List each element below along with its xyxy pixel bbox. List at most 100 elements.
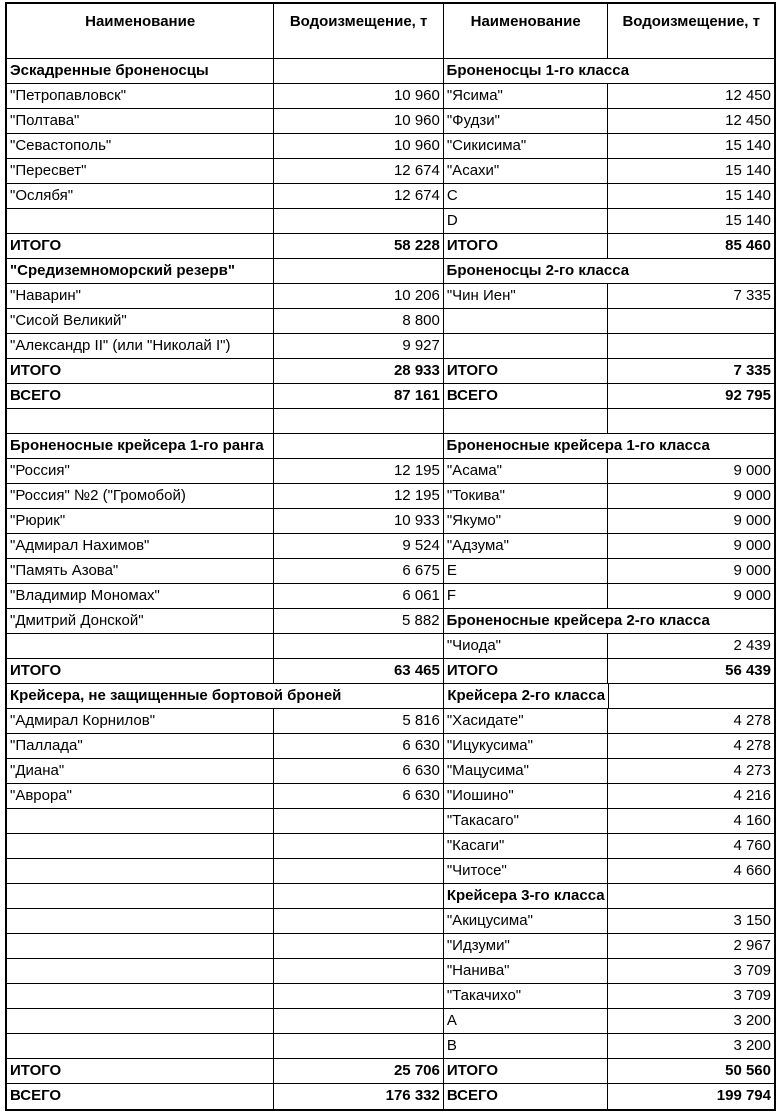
ship-name-left[interactable]: [7, 984, 275, 1008]
ship-name-right[interactable]: [444, 409, 609, 433]
displacement-left[interactable]: 8 800: [274, 309, 444, 333]
displacement-right[interactable]: 9 000: [733, 462, 771, 479]
displacement-right[interactable]: 50 560: [725, 1062, 771, 1079]
ship-name-right[interactable]: ВСЕГО: [444, 384, 609, 408]
displacement-left[interactable]: 10 960: [274, 109, 444, 133]
ship-name-left[interactable]: [7, 209, 275, 233]
displacement-left[interactable]: [274, 434, 444, 458]
ship-name-left[interactable]: "Петропавловск": [7, 84, 275, 108]
ship-name-left[interactable]: "Аврора": [7, 784, 275, 808]
displacement-right[interactable]: 12 450: [725, 112, 771, 129]
ship-name-left[interactable]: ИТОГО: [7, 1059, 275, 1083]
ship-name-left[interactable]: ИТОГО: [7, 234, 275, 258]
displacement-left[interactable]: 9 524: [274, 534, 444, 558]
ship-name-left[interactable]: "Полтава": [7, 109, 275, 133]
displacement-left[interactable]: 10 960: [274, 84, 444, 108]
displacement-right[interactable]: 92 795: [725, 387, 771, 404]
ship-name-right[interactable]: Крейсера 3-го класса: [444, 884, 609, 908]
ship-name-right[interactable]: ИТОГО: [444, 234, 609, 258]
displacement-right[interactable]: 7 335: [733, 362, 771, 379]
ship-name-left[interactable]: Броненосные крейсера 1-го ранга: [7, 434, 275, 458]
displacement-left[interactable]: 6 675: [274, 559, 444, 583]
displacement-left[interactable]: [274, 1009, 444, 1033]
displacement-left[interactable]: 6 061: [274, 584, 444, 608]
displacement-right[interactable]: 4 760: [733, 837, 771, 854]
displacement-right[interactable]: 3 709: [733, 987, 771, 1004]
displacement-left[interactable]: 5 882: [274, 609, 444, 633]
displacement-right[interactable]: 4 278: [733, 737, 771, 754]
ship-name-left[interactable]: [7, 909, 275, 933]
ship-name-left[interactable]: "Адмирал Корнилов": [7, 709, 275, 733]
displacement-left[interactable]: 12 674: [274, 159, 444, 183]
ship-name-left[interactable]: "Пересвет": [7, 159, 275, 183]
displacement-left[interactable]: 5 816: [274, 709, 444, 733]
displacement-right[interactable]: [609, 59, 774, 83]
ship-name-right[interactable]: ИТОГО: [444, 659, 609, 683]
displacement-left[interactable]: [274, 909, 444, 933]
ship-name-right[interactable]: "Асахи": [444, 159, 609, 183]
displacement-left[interactable]: 87 161: [274, 384, 444, 408]
displacement-left[interactable]: 10 206: [274, 284, 444, 308]
ship-name-left[interactable]: "Рюрик": [7, 509, 275, 533]
displacement-right[interactable]: 4 273: [733, 762, 771, 779]
ship-name-left[interactable]: Крейсера, не защищенные бортовой броней: [10, 687, 342, 704]
ship-name-left[interactable]: [7, 1034, 275, 1058]
ship-name-left[interactable]: [7, 834, 275, 858]
ship-name-left[interactable]: ИТОГО: [7, 659, 275, 683]
displacement-right[interactable]: 7 335: [733, 287, 771, 304]
ship-name-right[interactable]: "Ясима": [444, 84, 609, 108]
header-displacement-left[interactable]: Водоизмещение, т: [274, 4, 444, 58]
displacement-left[interactable]: 12 195: [274, 484, 444, 508]
displacement-right[interactable]: [608, 409, 774, 433]
displacement-left[interactable]: 12 195: [274, 459, 444, 483]
displacement-right[interactable]: 4 278: [733, 712, 771, 729]
ship-name-left[interactable]: "Память Азова": [7, 559, 275, 583]
ship-name-right[interactable]: "Адзума": [444, 534, 609, 558]
displacement-left[interactable]: 25 706: [274, 1059, 444, 1083]
displacement-right[interactable]: 3 150: [733, 912, 771, 929]
ship-name-left[interactable]: [7, 859, 275, 883]
ship-name-right[interactable]: E: [444, 559, 609, 583]
displacement-right[interactable]: 4 216: [733, 787, 771, 804]
ship-name-right[interactable]: "Читосе": [444, 859, 609, 883]
displacement-left[interactable]: [274, 959, 444, 983]
ship-name-right[interactable]: Броненосные крейсера 1-го класса: [446, 437, 710, 454]
ship-name-left[interactable]: ВСЕГО: [7, 384, 275, 408]
displacement-right[interactable]: 9 000: [733, 487, 771, 504]
ship-name-left[interactable]: "Александр II" (или "Николай I"): [7, 334, 275, 358]
header-displacement-right[interactable]: Водоизмещение, т: [622, 13, 760, 30]
ship-name-right[interactable]: "Нанива": [444, 959, 609, 983]
ship-name-right[interactable]: Броненосцы 1-го класса: [446, 62, 630, 79]
ship-name-right[interactable]: "Акицусима": [444, 909, 609, 933]
displacement-right[interactable]: [609, 259, 774, 283]
ship-name-left[interactable]: "Россия" №2 ("Громобой): [7, 484, 275, 508]
ship-name-right[interactable]: C: [444, 184, 609, 208]
ship-name-right[interactable]: "Сикисима": [444, 134, 609, 158]
displacement-right[interactable]: 199 794: [716, 1087, 771, 1104]
ship-name-left[interactable]: [7, 884, 275, 908]
displacement-left[interactable]: 28 933: [274, 359, 444, 383]
displacement-right[interactable]: 3 709: [733, 962, 771, 979]
ship-name-left[interactable]: "Ослябя": [7, 184, 275, 208]
displacement-left[interactable]: 12 674: [274, 184, 444, 208]
ship-name-left[interactable]: "Севастополь": [7, 134, 275, 158]
ship-name-right[interactable]: ИТОГО: [444, 359, 609, 383]
ship-name-right[interactable]: "Такасаго": [444, 809, 609, 833]
ship-name-right[interactable]: Броненосные крейсера 2-го класса: [446, 612, 710, 629]
ship-name-left[interactable]: [7, 409, 275, 433]
ship-name-right[interactable]: "Асама": [444, 459, 609, 483]
displacement-right[interactable]: 85 460: [725, 237, 771, 254]
displacement-left[interactable]: [274, 209, 444, 233]
header-name-right[interactable]: Наименование: [444, 4, 609, 58]
ship-name-left[interactable]: [7, 1009, 275, 1033]
ship-name-right[interactable]: B: [444, 1034, 609, 1058]
displacement-right[interactable]: 4 160: [733, 812, 771, 829]
displacement-left[interactable]: 9 927: [274, 334, 444, 358]
displacement-right[interactable]: 15 140: [725, 162, 771, 179]
ship-name-right[interactable]: A: [444, 1009, 609, 1033]
displacement-right[interactable]: 4 660: [733, 862, 771, 879]
ship-name-right[interactable]: F: [444, 584, 609, 608]
displacement-right[interactable]: 56 439: [725, 662, 771, 679]
displacement-right[interactable]: 12 450: [725, 87, 771, 104]
displacement-right[interactable]: 9 000: [733, 512, 771, 529]
